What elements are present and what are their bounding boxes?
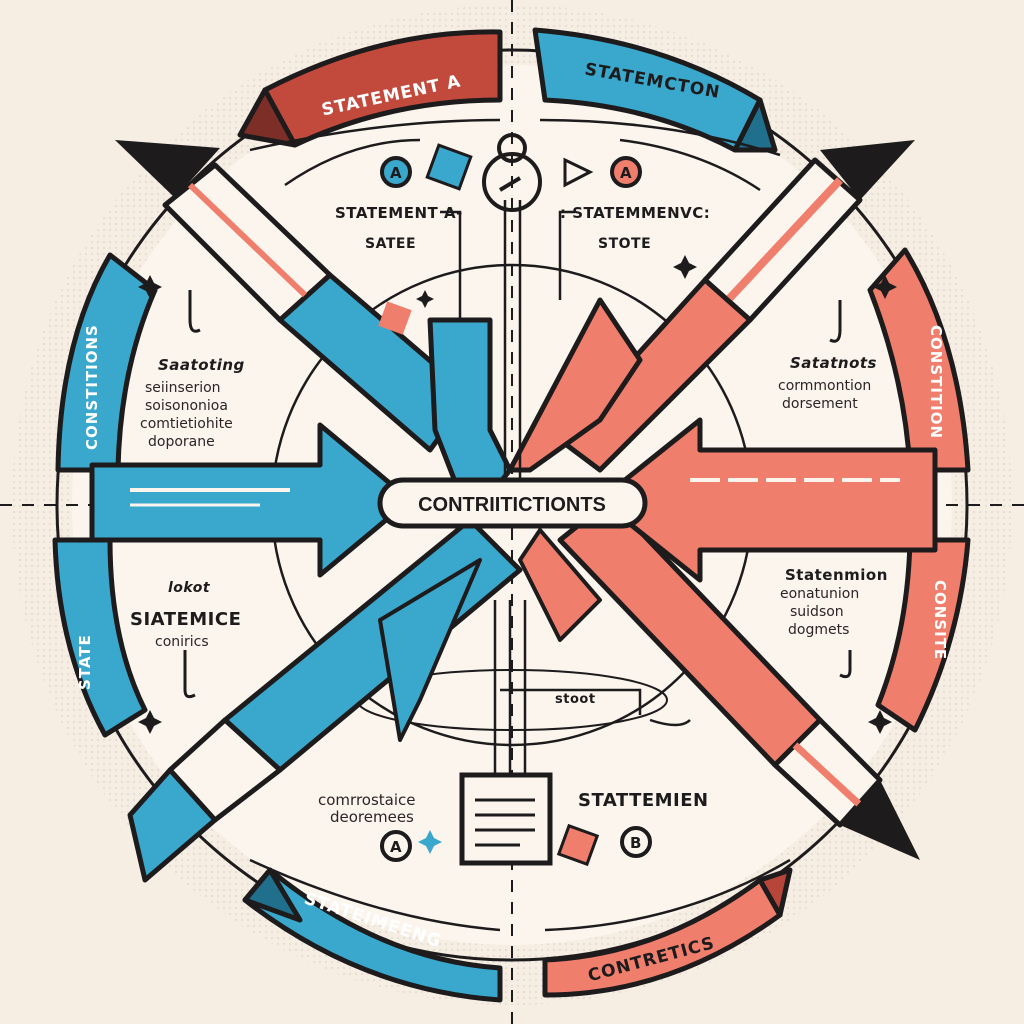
center-label: CONTRIITICTIONTS xyxy=(418,494,606,516)
puzzle-icon-top xyxy=(425,143,473,191)
svg-text:A: A xyxy=(620,164,632,182)
arrowhead-bottom-right xyxy=(840,780,920,860)
label-sate: SATEE xyxy=(365,236,416,252)
arrow-blue-horizontal xyxy=(89,422,413,578)
svg-text:suidson: suidson xyxy=(790,604,844,620)
svg-text:SIATEMICE: SIATEMICE xyxy=(130,609,241,630)
statement-a-badge-bottom: A xyxy=(380,830,412,862)
band-right-upper: CONSTITION xyxy=(867,247,971,473)
band-left-upper-label: CONSTITIONS xyxy=(83,324,101,450)
play-icon xyxy=(563,157,594,188)
band-left-upper: CONSTITIONS xyxy=(55,252,158,473)
svg-text:conirics: conirics xyxy=(155,634,209,650)
svg-text:B: B xyxy=(630,834,642,852)
svg-text:doporane: doporane xyxy=(148,434,215,450)
svg-text:eonatunion: eonatunion xyxy=(780,586,859,602)
svg-text:dorsement: dorsement xyxy=(782,396,858,412)
swirl-icon xyxy=(482,133,542,212)
statement-b-badge: B xyxy=(620,826,652,858)
svg-text:deoremees: deoremees xyxy=(330,808,414,826)
bottom-left-text-block: comrrostaice deoremees xyxy=(318,791,416,826)
band-left-lower: STATE xyxy=(52,537,148,738)
right-lower-text-block: Statenmion eonatunion suidson dogmets xyxy=(780,566,888,638)
svg-text:dogmets: dogmets xyxy=(788,622,849,638)
document-icon xyxy=(459,772,553,866)
band-right-lower-label: CONSITE xyxy=(931,580,949,660)
svg-text:Satatnots: Satatnots xyxy=(790,354,877,372)
band-left-lower-label: STATE xyxy=(76,634,94,690)
sparkle-icons xyxy=(138,255,897,734)
svg-text:Saatoting: Saatoting xyxy=(158,356,245,374)
svg-text:cormmontion: cormmontion xyxy=(778,378,871,394)
svg-text:A: A xyxy=(390,838,402,856)
left-lower-text-block: lokot SIATEMICE conirics xyxy=(130,580,241,650)
arrow-coral-horizontal xyxy=(597,417,938,583)
svg-text:comtietiohite: comtietiohite xyxy=(140,416,233,432)
svg-text:Statenmion: Statenmion xyxy=(785,566,888,584)
arrowhead-top-left xyxy=(115,140,220,198)
right-text-block: Satatnots cormmontion dorsement xyxy=(778,354,877,412)
label-statement-b: : STATEMMENVC: xyxy=(560,204,710,222)
label-stoot: stoot xyxy=(555,692,596,707)
svg-text:seiinserion: seiinserion xyxy=(145,380,221,396)
arrow-coral-lower-spike xyxy=(518,528,602,642)
puzzle-icon-bottom xyxy=(556,823,600,867)
center-pill: CONTRIITICTIONTS xyxy=(377,477,648,529)
statement-a-badge-coral: A xyxy=(610,156,642,188)
label-stote: STOTE xyxy=(598,236,651,252)
svg-text:A: A xyxy=(390,164,402,182)
band-right-upper-label: CONSTITION xyxy=(927,325,945,439)
hook-icons xyxy=(183,290,852,699)
label-statement-bottom: STATTEMIEN xyxy=(578,790,709,811)
arrow-blue-lower-spike xyxy=(378,558,482,742)
svg-text:soisononioa: soisononioa xyxy=(145,398,228,414)
band-top-right: STATEMCTON xyxy=(532,27,778,153)
connector-lines xyxy=(249,118,791,932)
band-top-left: STATEMENT A xyxy=(237,29,503,148)
svg-text:comrrostaice: comrrostaice xyxy=(318,791,416,809)
outer-ring xyxy=(55,48,969,962)
svg-text:lokot: lokot xyxy=(168,580,211,596)
left-text-block: Saatoting seiinserion soisononioa comtie… xyxy=(140,356,245,450)
arrowhead-top-right xyxy=(820,140,915,200)
statement-a-badge: A xyxy=(380,156,412,188)
star-icon-blue xyxy=(418,830,442,854)
band-right-lower: CONSITE xyxy=(875,537,971,733)
label-statement-a: STATEMENT A- xyxy=(335,204,463,222)
puzzle-icon-left xyxy=(378,301,412,335)
arrow-coral-spike xyxy=(507,297,643,473)
